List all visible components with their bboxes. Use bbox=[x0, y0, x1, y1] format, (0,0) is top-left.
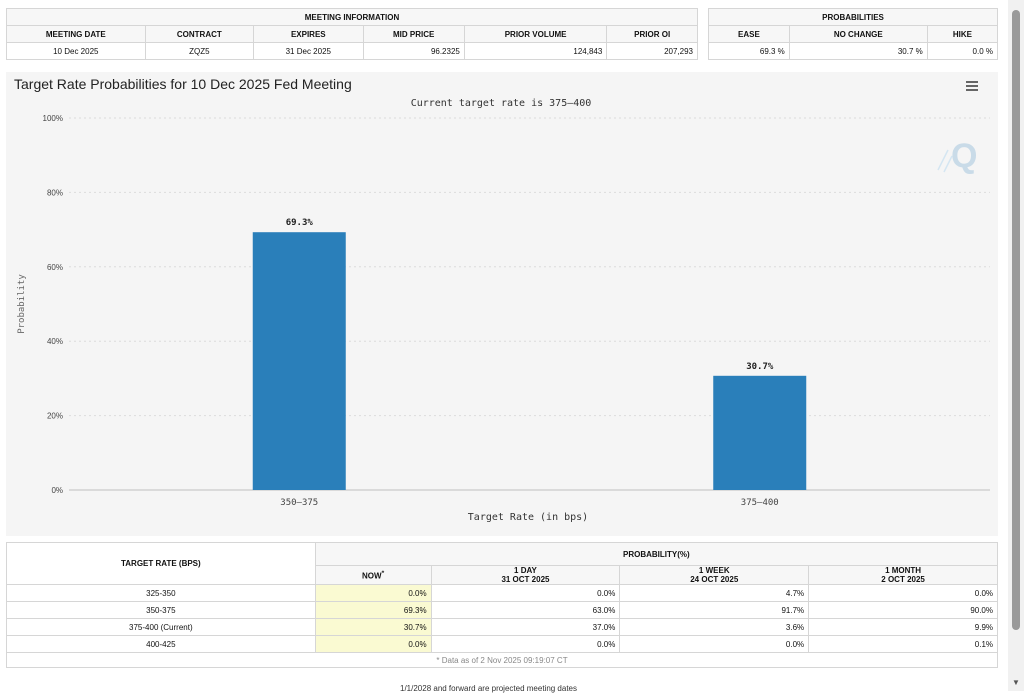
x-tick-label: 350–375 bbox=[280, 498, 318, 508]
hamburger-menu-icon[interactable] bbox=[966, 81, 978, 91]
contract-value: ZQZ5 bbox=[144, 42, 255, 60]
data-footnote: * Data as of 2 Nov 2025 09:19:07 CT bbox=[6, 652, 998, 668]
data-label: 69.3% bbox=[286, 218, 314, 228]
rate-cell: 350-375 bbox=[6, 601, 316, 619]
week-cell: 3.6% bbox=[619, 618, 810, 636]
hike-value: 0.0 % bbox=[926, 42, 999, 60]
month-cell: 90.0% bbox=[808, 601, 998, 619]
now-cell: 0.0% bbox=[314, 635, 432, 653]
now-cell: 0.0% bbox=[314, 584, 432, 602]
col-prior-oi: PRIOR OI bbox=[606, 25, 698, 43]
now-cell: 30.7% bbox=[314, 618, 432, 636]
col-now: NOW* bbox=[314, 565, 432, 585]
col-1-week: 1 WEEK 24 OCT 2025 bbox=[619, 565, 810, 585]
col-expires: EXPIRES bbox=[253, 25, 364, 43]
y-tick-label: 80% bbox=[47, 188, 63, 197]
week-cell: 4.7% bbox=[619, 584, 810, 602]
table-row: 69.3 % 30.7 % 0.0 % bbox=[708, 42, 999, 60]
day-cell: 63.0% bbox=[430, 601, 621, 619]
rate-cell: 375-400 (Current) bbox=[6, 618, 316, 636]
projected-dates-note: 1/1/2028 and forward are projected meeti… bbox=[400, 684, 578, 693]
q-logo: Q bbox=[937, 137, 977, 175]
col-hike: HIKE bbox=[926, 25, 999, 43]
vertical-scrollbar[interactable]: ▼ bbox=[1008, 0, 1024, 691]
no-change-value: 30.7 % bbox=[788, 42, 928, 60]
table-row: 350-375 69.3% 63.0% 91.7% 90.0% bbox=[6, 601, 998, 619]
col-probability: PROBABILITY(%) bbox=[314, 542, 999, 566]
meeting-date-value: 10 Dec 2025 bbox=[6, 42, 146, 60]
expires-value: 31 Dec 2025 bbox=[253, 42, 364, 60]
day-cell: 37.0% bbox=[430, 618, 621, 636]
rate-cell: 400-425 bbox=[6, 635, 316, 653]
scroll-down-arrow-icon[interactable]: ▼ bbox=[1012, 678, 1020, 687]
meeting-info-table: MEETING INFORMATION MEETING DATE CONTRAC… bbox=[6, 8, 698, 60]
mid-price-value: 96.2325 bbox=[362, 42, 465, 60]
day-cell: 0.0% bbox=[430, 584, 621, 602]
col-ease: EASE bbox=[708, 25, 790, 43]
bar[interactable] bbox=[252, 232, 346, 491]
week-cell: 91.7% bbox=[619, 601, 810, 619]
month-cell: 9.9% bbox=[808, 618, 998, 636]
y-axis-label: Probability bbox=[17, 274, 27, 334]
col-no-change: NO CHANGE bbox=[788, 25, 928, 43]
table-row: 325-350 0.0% 0.0% 4.7% 0.0% bbox=[6, 584, 998, 602]
ease-value: 69.3 % bbox=[708, 42, 790, 60]
col-contract: CONTRACT bbox=[144, 25, 255, 43]
y-tick-label: 40% bbox=[47, 337, 63, 346]
rate-cell: 325-350 bbox=[6, 584, 316, 602]
col-target-rate: TARGET RATE (BPS) bbox=[6, 542, 316, 585]
data-label: 30.7% bbox=[746, 362, 774, 372]
table-row: 375-400 (Current) 30.7% 37.0% 3.6% 9.9% bbox=[6, 618, 998, 636]
col-1-month: 1 MONTH 2 OCT 2025 bbox=[808, 565, 998, 585]
scrollbar-thumb[interactable] bbox=[1012, 10, 1020, 630]
month-cell: 0.0% bbox=[808, 584, 998, 602]
probabilities-table: PROBABILITIES EASE NO CHANGE HIKE 69.3 %… bbox=[708, 8, 999, 60]
col-1-day: 1 DAY 31 OCT 2025 bbox=[430, 565, 621, 585]
prior-volume-value: 124,843 bbox=[463, 42, 608, 60]
table-row: 400-425 0.0% 0.0% 0.0% 0.1% bbox=[6, 635, 998, 653]
q-logo-icon: Q bbox=[951, 137, 977, 175]
meeting-info-header: MEETING INFORMATION bbox=[6, 8, 698, 26]
probabilities-header: PROBABILITIES bbox=[708, 8, 998, 26]
y-tick-label: 20% bbox=[47, 412, 63, 421]
y-tick-label: 60% bbox=[47, 263, 63, 272]
probability-history-table: TARGET RATE (BPS) PROBABILITY(%) NOW* 1 … bbox=[6, 542, 999, 668]
chart-title: Target Rate Probabilities for 10 Dec 202… bbox=[14, 76, 352, 92]
y-tick-label: 0% bbox=[51, 486, 63, 495]
y-tick-label: 100% bbox=[43, 114, 63, 123]
table-row: 10 Dec 2025 ZQZ5 31 Dec 2025 96.2325 124… bbox=[6, 42, 698, 60]
prior-oi-value: 207,293 bbox=[606, 42, 698, 60]
x-tick-label: 375–400 bbox=[741, 498, 779, 508]
now-cell: 69.3% bbox=[314, 601, 432, 619]
col-mid-price: MID PRICE bbox=[362, 25, 465, 43]
x-axis-label: Target Rate (in bps) bbox=[468, 512, 588, 523]
chart-container: Target Rate Probabilities for 10 Dec 202… bbox=[6, 72, 998, 536]
bar-chart: Target Rate Probabilities for 10 Dec 202… bbox=[14, 76, 990, 523]
week-cell: 0.0% bbox=[619, 635, 810, 653]
day-cell: 0.0% bbox=[430, 635, 621, 653]
month-cell: 0.1% bbox=[808, 635, 998, 653]
col-prior-volume: PRIOR VOLUME bbox=[463, 25, 608, 43]
bar[interactable] bbox=[713, 375, 807, 490]
chart-subtitle: Current target rate is 375–400 bbox=[411, 98, 592, 109]
col-meeting-date: MEETING DATE bbox=[6, 25, 146, 43]
